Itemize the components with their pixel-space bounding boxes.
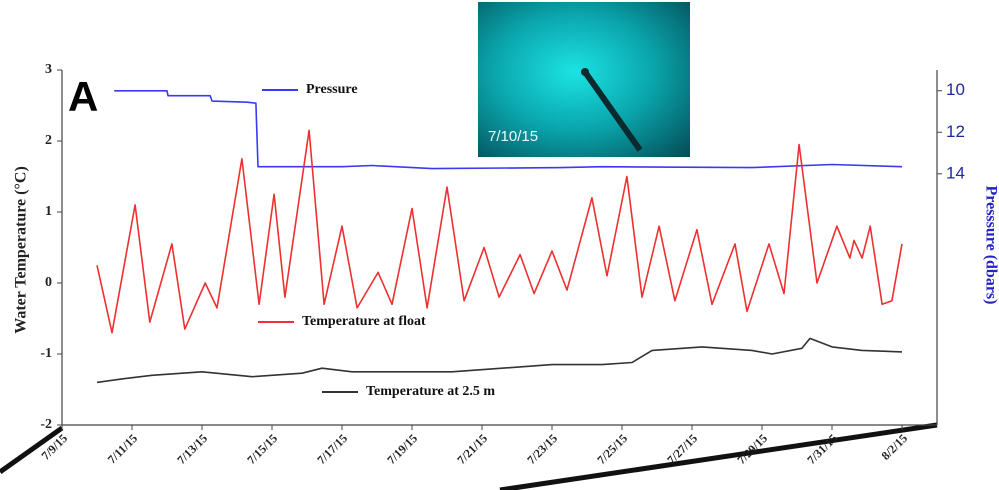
data-line: [96, 129, 903, 334]
panel-label: A: [68, 73, 98, 120]
legend-label: Temperature at 2.5 m: [366, 384, 495, 399]
inset-photo: 7/10/15: [478, 2, 690, 157]
y-tick-label: 3: [45, 62, 52, 77]
probe-tip: [581, 68, 589, 76]
photo: [478, 2, 690, 157]
y2-tick-label: 14: [946, 163, 965, 182]
x-tick-label: 7/21/15: [454, 431, 490, 467]
y-tick-label: 0: [45, 275, 52, 290]
y-tick-label: 2: [45, 133, 52, 148]
y-tick-label: -1: [40, 346, 52, 361]
x-tick-label: 7/9/15: [38, 431, 70, 463]
decor-line: [0, 425, 64, 475]
decor-line: [499, 422, 938, 490]
y-axis-label: Water Temperature (°C): [13, 166, 30, 334]
data-line: [114, 90, 903, 170]
y2-axis-label: Presssure (dbars): [982, 186, 999, 305]
photo-date: 7/10/15: [488, 128, 538, 145]
probe: [582, 70, 643, 152]
y2-tick-label: 10: [946, 80, 965, 99]
legend-label: Temperature at float: [302, 314, 426, 329]
data-line: [96, 337, 903, 384]
x-tick-label: 7/13/15: [174, 431, 210, 467]
y-tick-label: -2: [40, 417, 52, 432]
legend-label: Pressure: [306, 82, 358, 97]
x-tick-label: 7/11/15: [105, 431, 140, 466]
y-tick-label: 1: [45, 204, 52, 219]
x-tick-label: 7/23/15: [524, 431, 560, 467]
x-tick-label: 7/15/15: [244, 431, 280, 467]
x-tick-label: 7/19/15: [384, 431, 420, 467]
x-tick-label: 7/17/15: [314, 431, 350, 467]
x-tick-label: 8/2/15: [878, 431, 910, 463]
x-tick-label: 7/31/15: [804, 431, 840, 467]
y2-tick-label: 12: [946, 122, 965, 141]
x-tick-label: 7/25/15: [594, 431, 630, 467]
